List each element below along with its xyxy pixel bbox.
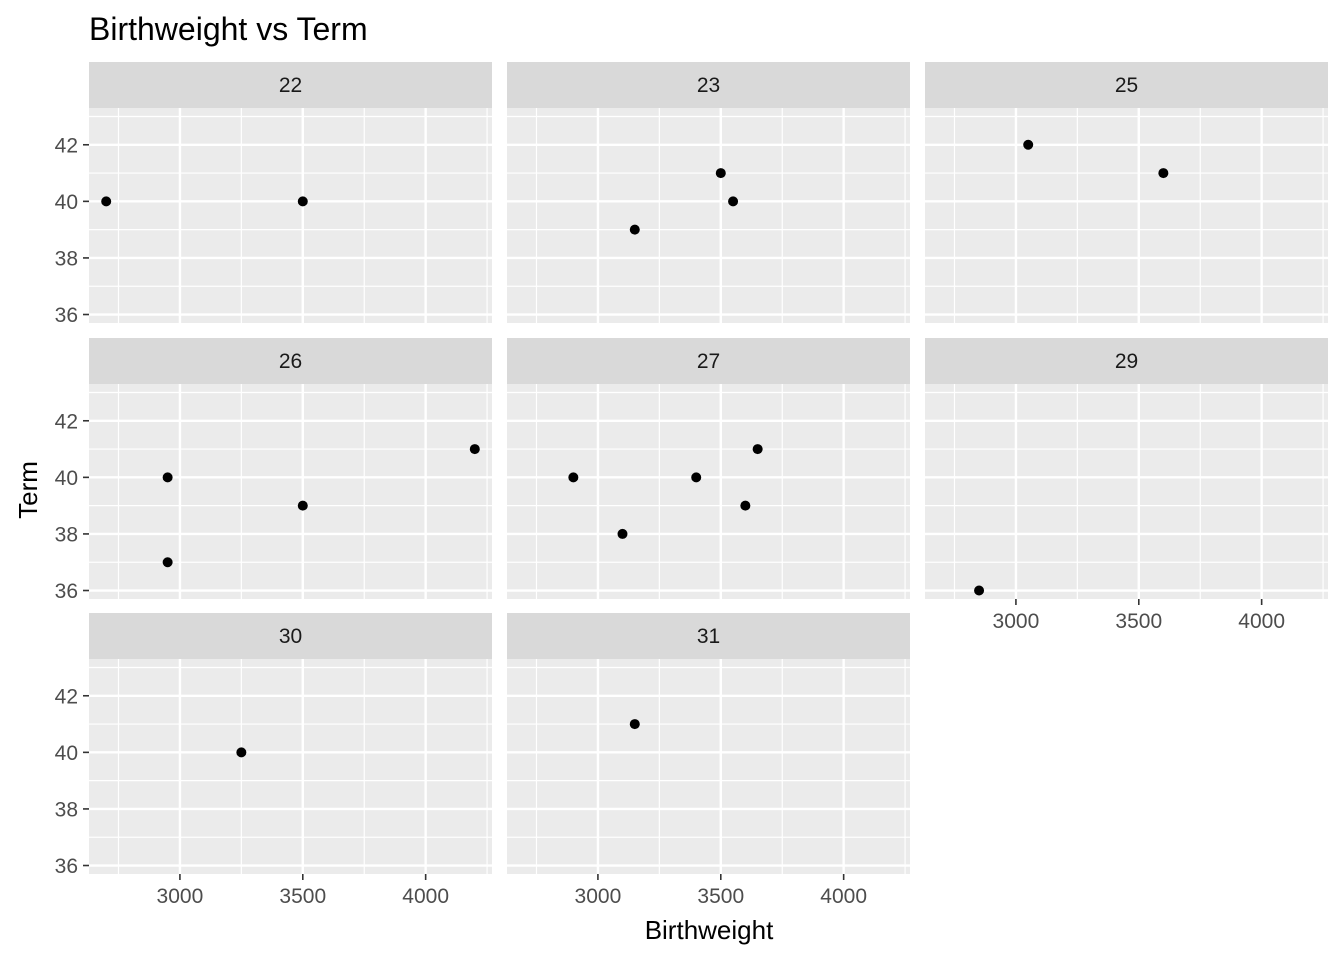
- facet-strip-label: 27: [697, 350, 720, 373]
- y-tick-label: 40: [55, 467, 78, 490]
- facet-panel-26: 26 36 38 40 42: [55, 338, 492, 603]
- facet-panel-30: 30 36 38 40 42 3000 3500 4000: [55, 613, 492, 908]
- y-tick-label: 36: [55, 580, 78, 603]
- facet-strip-label: 31: [697, 625, 720, 648]
- facet-strip: [89, 338, 492, 384]
- y-tick-label: 38: [55, 523, 78, 546]
- x-tick-label: 3000: [157, 885, 204, 908]
- facet-strip-label: 30: [279, 625, 302, 648]
- y-tick-label: 42: [55, 134, 78, 157]
- panel-background: [507, 384, 910, 599]
- chart-title: Birthweight vs Term: [89, 11, 368, 47]
- data-point: [752, 444, 763, 455]
- data-point: [728, 196, 739, 207]
- data-point: [101, 196, 112, 207]
- facet-panels: 22 36 38 40 42 23 25 26 36 38 40 42 27 29 3000 3500 4000…: [55, 62, 1328, 908]
- x-tick-label: 3500: [697, 885, 744, 908]
- facet-strip: [507, 62, 910, 108]
- data-point: [715, 168, 726, 179]
- x-tick-label: 3000: [575, 885, 622, 908]
- y-tick-label: 38: [55, 798, 78, 821]
- panel-background: [89, 108, 492, 323]
- data-point: [162, 472, 173, 483]
- data-point: [1158, 168, 1169, 179]
- facet-strip-label: 25: [1115, 74, 1138, 97]
- data-point: [297, 500, 308, 511]
- facet-strip: [925, 338, 1328, 384]
- data-point: [1023, 139, 1034, 150]
- y-tick-label: 40: [55, 742, 78, 765]
- panel-background: [507, 108, 910, 323]
- facet-panel-25: 25: [925, 62, 1328, 323]
- facet-strip: [89, 613, 492, 659]
- data-point: [974, 585, 985, 596]
- data-point: [740, 500, 751, 511]
- data-point: [469, 444, 480, 455]
- y-tick-label: 36: [55, 304, 78, 327]
- facet-panel-31: 31 3000 3500 4000: [507, 613, 910, 908]
- facet-panel-22: 22 36 38 40 42: [55, 62, 492, 327]
- x-tick-label: 4000: [820, 885, 867, 908]
- data-point: [297, 196, 308, 207]
- facet-strip: [507, 613, 910, 659]
- data-point: [629, 224, 640, 235]
- x-tick-label: 3500: [279, 885, 326, 908]
- facet-panel-29: 29 3000 3500 4000: [925, 338, 1328, 633]
- panel-background: [507, 659, 910, 874]
- facet-panel-27: 27: [507, 338, 910, 599]
- panel-background: [89, 659, 492, 874]
- facet-strip-label: 23: [697, 74, 720, 97]
- y-axis-title: Term: [13, 461, 43, 519]
- data-point: [629, 719, 640, 730]
- panel-background: [89, 384, 492, 599]
- x-tick-label: 3500: [1115, 610, 1162, 633]
- data-point: [691, 472, 702, 483]
- panel-background: [925, 108, 1328, 323]
- facet-strip: [507, 338, 910, 384]
- data-point: [568, 472, 579, 483]
- facet-strip-label: 22: [279, 74, 302, 97]
- facet-strip-label: 29: [1115, 350, 1138, 373]
- y-tick-label: 38: [55, 247, 78, 270]
- data-point: [162, 557, 173, 568]
- data-point: [617, 528, 628, 539]
- y-tick-label: 36: [55, 855, 78, 878]
- facet-strip: [925, 62, 1328, 108]
- x-tick-label: 3000: [993, 610, 1040, 633]
- x-tick-label: 4000: [1238, 610, 1285, 633]
- facet-strip: [89, 62, 492, 108]
- y-tick-label: 42: [55, 410, 78, 433]
- panel-background: [925, 384, 1328, 599]
- y-tick-label: 42: [55, 685, 78, 708]
- x-tick-label: 4000: [402, 885, 449, 908]
- facet-strip-label: 26: [279, 350, 302, 373]
- y-tick-label: 40: [55, 191, 78, 214]
- data-point: [236, 747, 247, 758]
- x-axis-title: Birthweight: [645, 915, 774, 945]
- facet-panel-23: 23: [507, 62, 910, 323]
